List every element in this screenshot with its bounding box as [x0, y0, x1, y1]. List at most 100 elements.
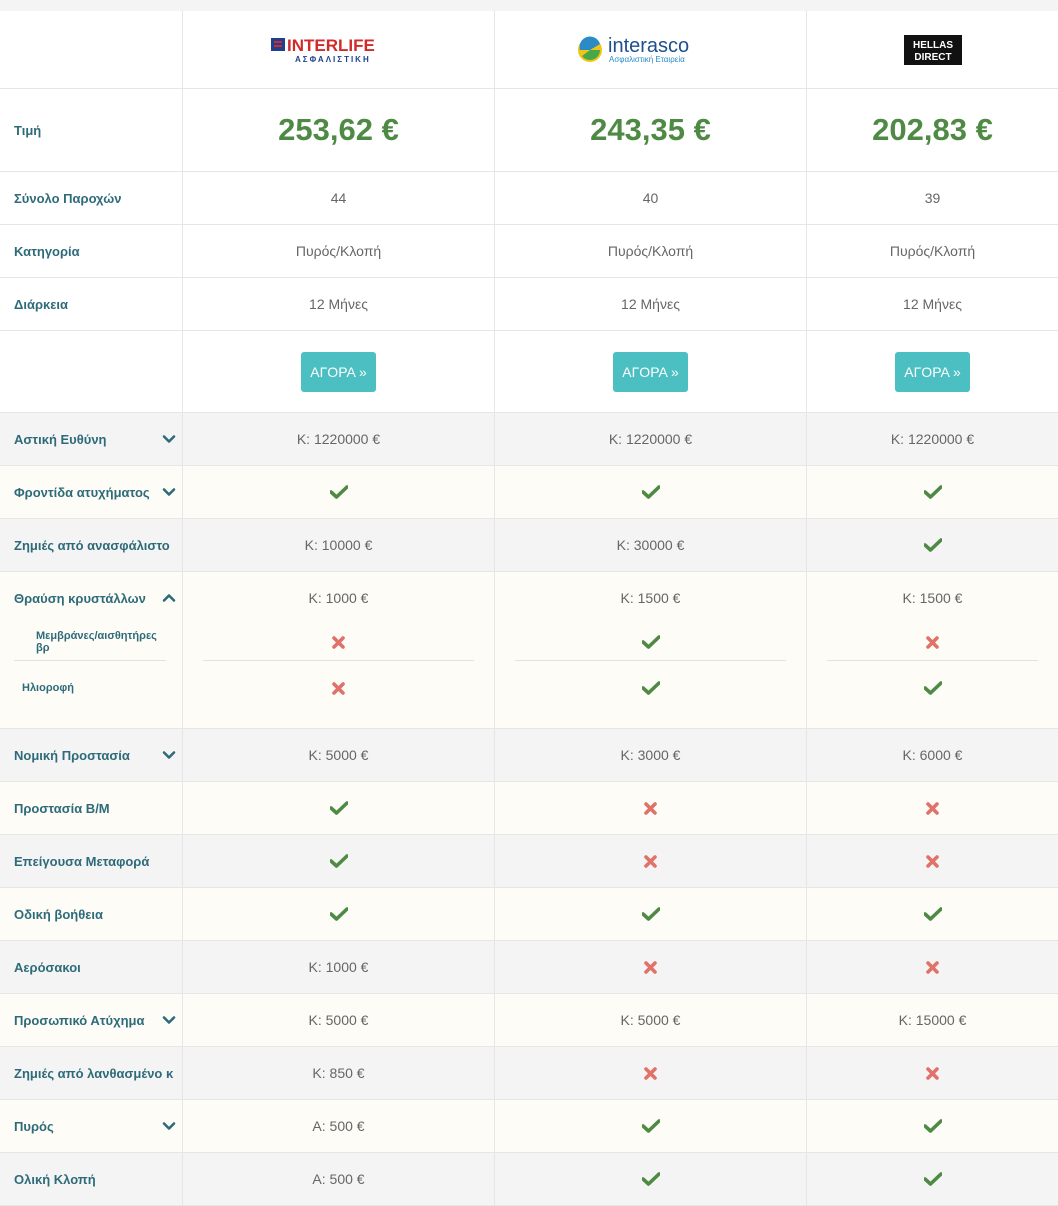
coverage-cell: [183, 888, 495, 940]
check-icon: [923, 485, 942, 499]
cross-icon: [332, 681, 345, 695]
check-icon: [329, 801, 348, 815]
sub-coverage-label: Μεμβράνες/αισθητήρες βρ: [36, 630, 157, 654]
coverage-row: Οδική βοήθεια: [0, 888, 1058, 941]
duration-interasco: 12 Μήνες: [495, 278, 807, 330]
coverage-value: Κ: 1220000 €: [890, 431, 975, 447]
top-strip: [0, 0, 1058, 11]
coverage-cell: Κ: 30000 €: [495, 519, 807, 571]
coverage-label: Προστασία Β/Μ: [14, 800, 110, 816]
buy-button-interlife[interactable]: ΑΓΟΡΑ »: [301, 351, 376, 392]
coverage-cell: Κ: 850 €: [183, 1047, 495, 1099]
chevron-down-icon[interactable]: [162, 485, 176, 499]
chevron-down-icon[interactable]: [162, 748, 176, 762]
coverage-row: Αερόσακοι Κ: 1000 €: [0, 941, 1058, 994]
cross-icon: [926, 960, 939, 974]
coverage-label: Οδική βοήθεια: [14, 906, 104, 922]
coverage-label: Επείγουσα Μεταφορά: [14, 853, 150, 869]
coverage-cell: [183, 782, 495, 834]
coverage-cell: [495, 835, 807, 887]
coverage-row: Αστική Ευθύνη Κ: 1220000 € Κ: 1220000 € Κ: …: [0, 413, 1058, 466]
coverage-value: Κ: 5000 €: [620, 1012, 681, 1028]
coverage-value: Κ: 10000 €: [304, 537, 373, 553]
total-interlife: 44: [183, 172, 495, 224]
price-hellasdirect: 202,83 €: [872, 112, 993, 147]
category-interasco: Πυρός/Κλοπή: [495, 225, 807, 277]
cross-icon: [644, 960, 657, 974]
coverage-row: Νομική Προστασία Κ: 5000 € Κ: 3000 € Κ: 600…: [0, 729, 1058, 782]
check-icon: [641, 1172, 660, 1186]
insurer-logo-interlife: INTERLIFE ΑΣΦΑΛΙΣΤΙΚΗ: [183, 11, 495, 88]
cross-icon: [644, 854, 657, 868]
coverage-cell: [495, 1100, 807, 1152]
logos-row: INTERLIFE ΑΣΦΑΛΙΣΤΙΚΗ interasco Ασφαλιστ…: [0, 11, 1058, 89]
coverage-value: Κ: 1000 €: [308, 590, 369, 606]
coverage-value: Α: 500 €: [312, 1118, 365, 1134]
insurer-logo-hellasdirect: HELLAS DIRECT: [807, 11, 1058, 88]
coverage-label: Προσωπικό Ατύχημα: [14, 1012, 145, 1028]
duration-hellasdirect: 12 Μήνες: [903, 296, 962, 312]
coverage-value: Κ: 30000 €: [616, 537, 685, 553]
price-interlife: 253,62 €: [278, 112, 399, 147]
coverage-cell: [495, 941, 807, 993]
coverage-value: Κ: 1000 €: [308, 959, 369, 975]
interlife-name: INTERLIFE: [287, 36, 375, 55]
check-icon: [641, 681, 660, 695]
coverage-row: Ζημιές από ανασφάλιστο Κ: 10000 € Κ: 30000…: [0, 519, 1058, 572]
coverage-cell: Κ: 15000 €: [807, 994, 1058, 1046]
coverage-cell: Κ: 10000 €: [183, 519, 495, 571]
coverage-row: Θραύση κρυστάλλων Μεμβράνες/αισθητήρες βρ…: [0, 572, 1058, 729]
coverage-label: Νομική Προστασία: [14, 747, 130, 763]
coverage-cell: [807, 941, 1058, 993]
coverage-label: Φροντίδα ατυχήματος: [14, 484, 150, 500]
coverage-cell: [495, 1047, 807, 1099]
coverage-row: Πυρός Α: 500 €: [0, 1100, 1058, 1153]
interlife-sub: ΑΣΦΑΛΙΣΤΙΚΗ: [295, 55, 371, 64]
buy-button-hellasdirect[interactable]: ΑΓΟΡΑ »: [895, 351, 970, 392]
totals-row: Σύνολο Παροχών 44 40 39: [0, 172, 1058, 225]
check-icon: [923, 1172, 942, 1186]
coverage-cell: [807, 888, 1058, 940]
chevron-down-icon[interactable]: [162, 432, 176, 446]
cross-icon: [332, 635, 345, 649]
coverage-table: Αστική Ευθύνη Κ: 1220000 € Κ: 1220000 € Κ: …: [0, 413, 1058, 1206]
buy-row: ΑΓΟΡΑ » ΑΓΟΡΑ » ΑΓΟΡΑ »: [0, 331, 1058, 413]
coverage-row: Προστασία Β/Μ: [0, 782, 1058, 835]
coverage-cell: Κ: 1000 €: [183, 941, 495, 993]
coverage-value: Κ: 15000 €: [898, 1012, 967, 1028]
coverage-cell: [183, 835, 495, 887]
coverage-cell: [807, 519, 1058, 571]
coverage-cell: [807, 1100, 1058, 1152]
category-row: Κατηγορία Πυρός/Κλοπή Πυρός/Κλοπή Πυρός/…: [0, 225, 1058, 278]
check-icon: [641, 635, 660, 649]
category-interlife: Πυρός/Κλοπή: [183, 225, 495, 277]
total-hellasdirect: 39: [924, 190, 941, 206]
price-row: Τιμή 253,62 € 243,35 € 202,83 €: [0, 89, 1058, 172]
chevron-down-icon[interactable]: [162, 1013, 176, 1027]
coverage-cell: [807, 782, 1058, 834]
coverage-cell: [495, 782, 807, 834]
chevron-up-icon[interactable]: [162, 591, 176, 605]
cross-icon: [644, 801, 657, 815]
coverage-value: Κ: 5000 €: [308, 747, 369, 763]
coverage-cell: [807, 466, 1058, 518]
check-icon: [641, 907, 660, 921]
check-icon: [329, 485, 348, 499]
coverage-cell: [183, 466, 495, 518]
coverage-cell: Α: 500 €: [183, 1100, 495, 1152]
buy-button-interasco[interactable]: ΑΓΟΡΑ »: [613, 351, 688, 392]
check-icon: [329, 907, 348, 921]
hellas-name: HELLAS: [913, 40, 953, 51]
coverage-cell: Κ: 3000 €: [495, 729, 807, 781]
coverage-label: Ζημιές από ανασφάλιστο: [14, 537, 170, 553]
coverage-cell: Κ: 1220000 €: [183, 413, 495, 465]
cross-icon: [926, 635, 939, 649]
category-label: Κατηγορία: [0, 225, 183, 277]
category-hellasdirect: Πυρός/Κλοπή: [889, 243, 976, 259]
coverage-cell: [807, 1153, 1058, 1205]
coverage-label: Πυρός: [14, 1118, 54, 1134]
chevron-down-icon[interactable]: [162, 1119, 176, 1133]
cross-icon: [926, 854, 939, 868]
hellas-sub: DIRECT: [914, 52, 951, 63]
coverage-cell: [495, 1153, 807, 1205]
